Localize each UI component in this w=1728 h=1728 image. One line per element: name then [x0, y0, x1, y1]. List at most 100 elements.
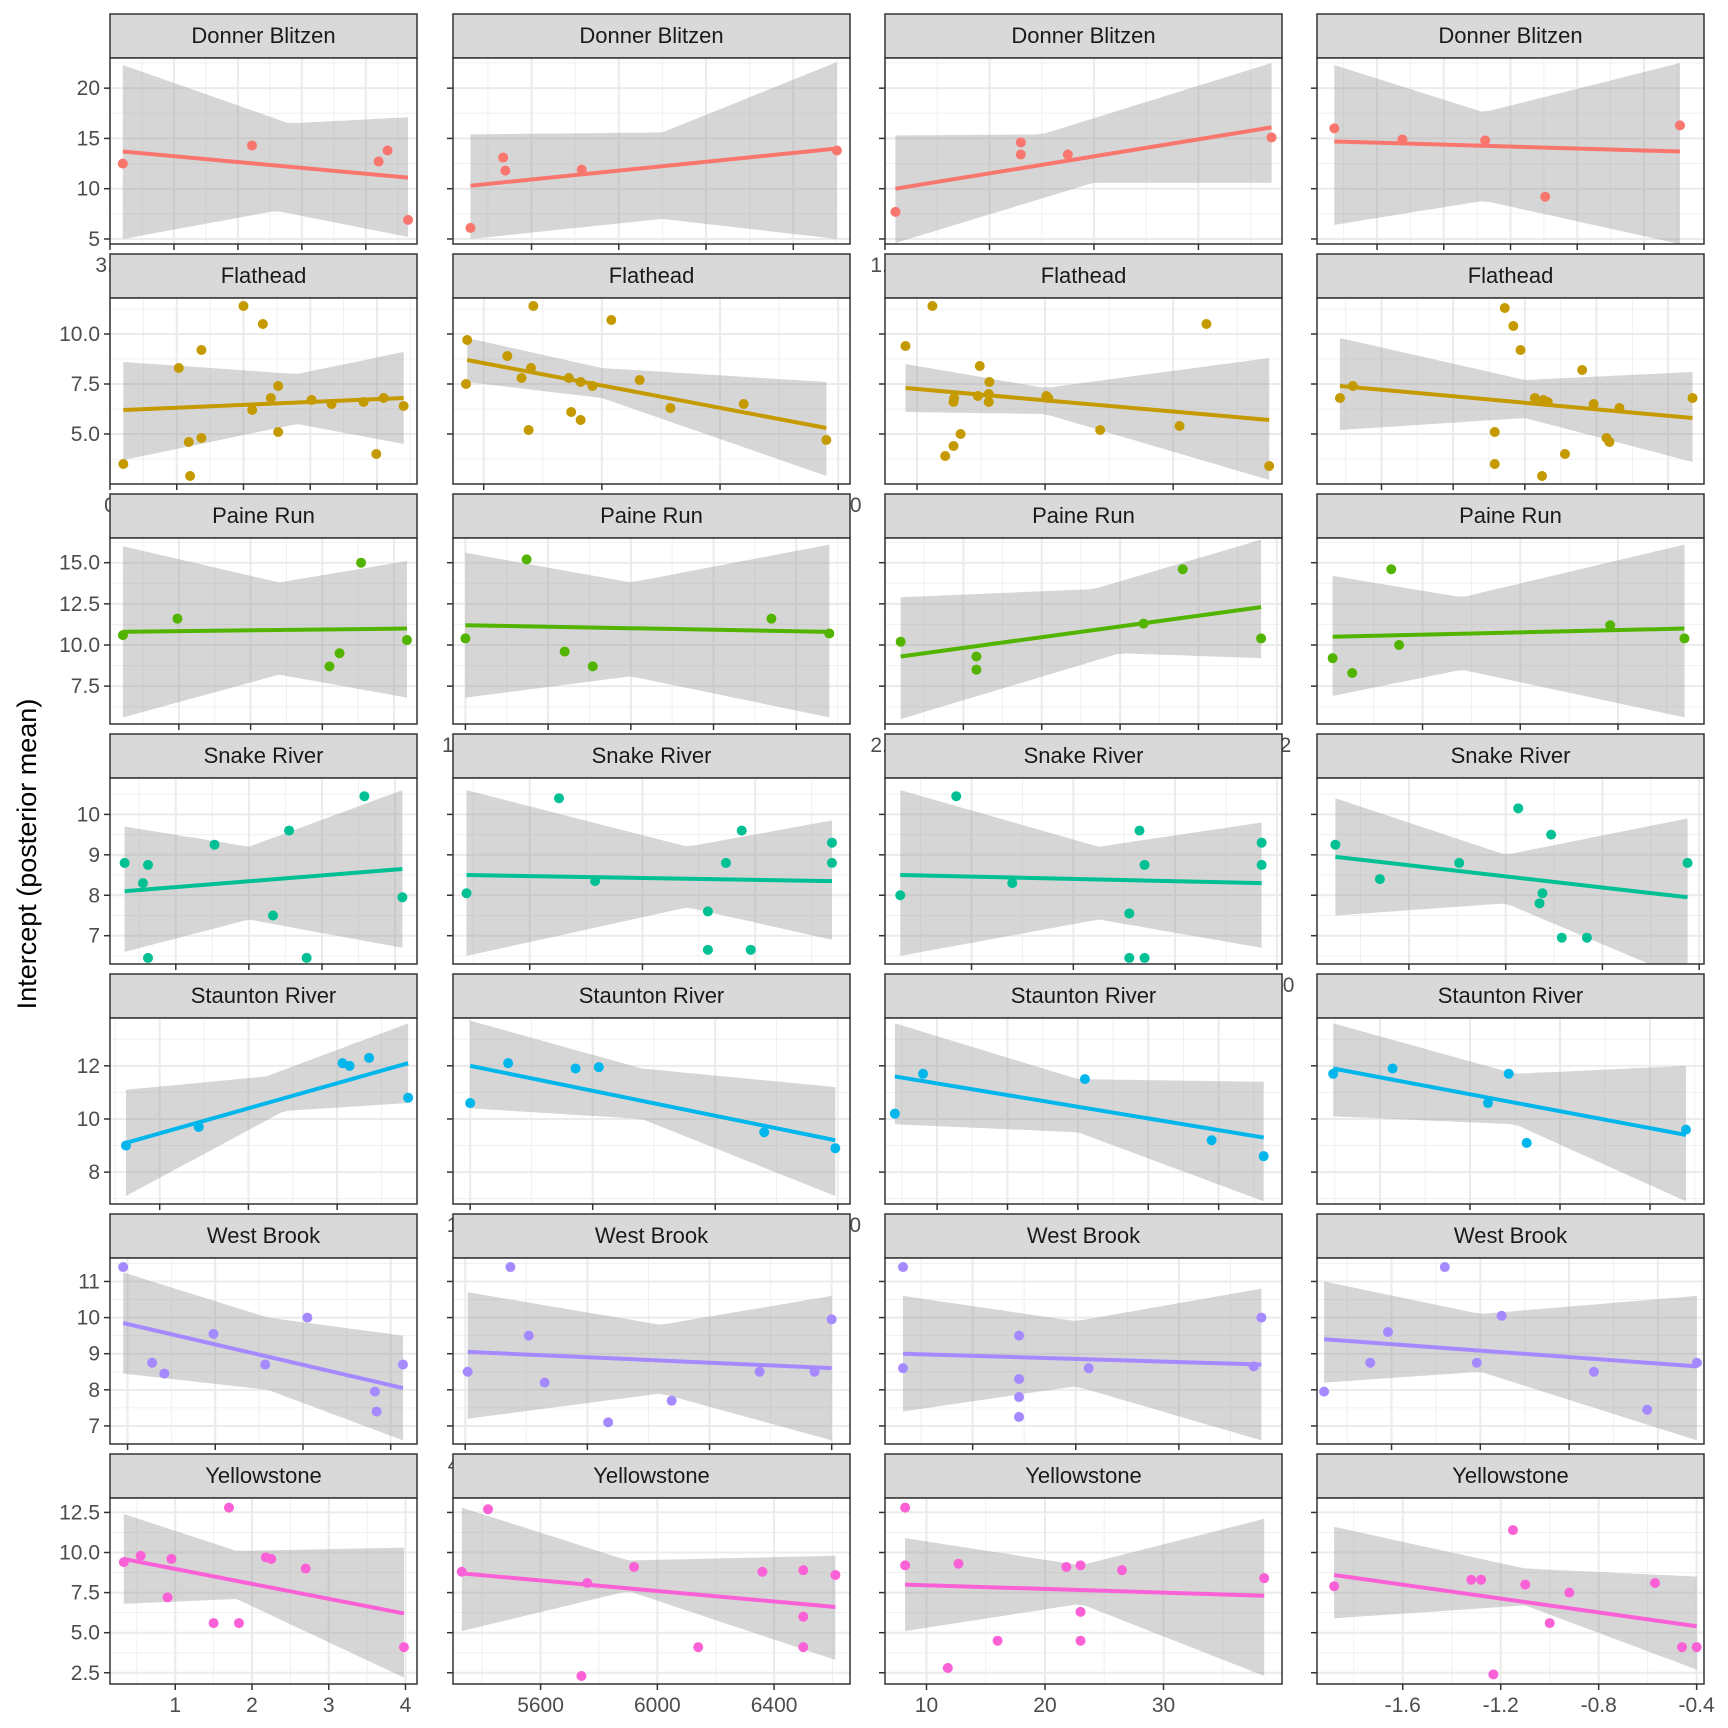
data-point: [505, 1262, 516, 1273]
confidence-band: [466, 790, 832, 956]
data-point: [371, 1406, 382, 1417]
facet-panel: Paine Run2.73.03.33.63.94.2: [870, 493, 1291, 757]
data-point: [208, 1618, 219, 1629]
facet-panel: Donner Blitzen3.03.54.04.55.05101520: [77, 13, 418, 277]
panel-border: [884, 297, 1283, 485]
facet-strip: [1316, 493, 1705, 539]
confidence-band: [461, 1507, 836, 1660]
confidence-band: [467, 1292, 832, 1441]
data-point: [257, 319, 268, 329]
data-point: [666, 1395, 677, 1406]
panel-border: [884, 57, 1283, 245]
y-tick-label: 5.0: [71, 1622, 100, 1645]
facet-strip: [109, 493, 418, 539]
facet-panel: Snake River110130150170: [879, 733, 1294, 997]
data-point: [172, 613, 183, 624]
y-tick-label: 5: [88, 228, 100, 251]
fit-line: [461, 1571, 836, 1610]
data-point: [1258, 1151, 1269, 1162]
data-point: [1681, 1124, 1691, 1135]
data-point: [117, 630, 128, 641]
data-point: [900, 341, 911, 351]
data-point: [575, 415, 586, 425]
data-point: [1691, 1642, 1702, 1653]
data-point: [1521, 1137, 1532, 1148]
panel-border: [884, 537, 1283, 725]
data-point: [972, 391, 983, 401]
facet-strip: [1316, 973, 1705, 1019]
panel-border: [452, 537, 851, 725]
data-point: [983, 397, 994, 407]
y-tick-label: 12: [77, 1055, 100, 1078]
data-point: [498, 152, 509, 163]
data-point: [1061, 1561, 1072, 1572]
data-point: [1503, 1068, 1514, 1079]
panel-background: [453, 298, 850, 484]
data-point: [1476, 1574, 1487, 1585]
y-tick-label: 7: [88, 925, 100, 948]
data-point: [196, 433, 207, 443]
data-point: [301, 952, 312, 963]
facet-strip: [1316, 1453, 1705, 1499]
facet-panel: Yellowstone-1.6-1.2-0.8-0.4Mean August y…: [1311, 1453, 1715, 1717]
panel-border: [109, 1497, 418, 1685]
data-point: [563, 373, 574, 383]
data-point: [983, 389, 994, 399]
data-point: [1439, 1262, 1450, 1273]
facet-panel: Flathead204060: [879, 253, 1283, 517]
facet-strip: [884, 493, 1283, 539]
data-point: [1682, 857, 1693, 868]
data-point: [196, 345, 207, 355]
facet-panel: Staunton River1000150020002500: [447, 973, 861, 1237]
data-point: [798, 1565, 809, 1576]
facet-strip-label: West Brook: [1454, 1223, 1568, 1248]
data-point: [1328, 1068, 1339, 1079]
facet-panel: Flathead012345.07.510.0: [59, 253, 418, 517]
data-point: [1546, 829, 1557, 840]
data-point: [539, 1377, 550, 1388]
data-point: [1266, 132, 1277, 143]
data-point: [159, 1368, 170, 1379]
data-point: [521, 554, 532, 565]
data-point: [456, 1566, 467, 1577]
facet-strip: [109, 13, 418, 59]
data-point: [1544, 1618, 1555, 1629]
panel-border: [884, 777, 1283, 965]
data-point: [1015, 149, 1026, 160]
data-point: [528, 301, 539, 311]
data-point: [118, 1557, 129, 1568]
data-point: [1134, 825, 1145, 836]
confidence-band: [467, 338, 827, 476]
data-point: [1581, 932, 1592, 943]
data-point: [260, 1359, 271, 1370]
data-point: [830, 1143, 841, 1154]
data-point: [246, 140, 257, 151]
facet-panel: Staunton River0.30.40.50.6: [1311, 973, 1705, 1237]
data-point: [1264, 461, 1275, 471]
x-tick-label: 3: [323, 1694, 335, 1717]
y-tick-label: 7: [88, 1415, 100, 1438]
panel-border: [1316, 57, 1705, 245]
y-tick-label: 15: [77, 127, 100, 150]
data-point: [826, 1314, 837, 1325]
data-point: [628, 1561, 639, 1572]
data-point: [1259, 1573, 1270, 1584]
panel-border: [1316, 1017, 1705, 1205]
data-point: [898, 1262, 909, 1273]
confidence-band: [895, 63, 1272, 243]
data-point: [401, 635, 412, 646]
fit-line: [123, 396, 404, 412]
data-point: [759, 1127, 770, 1138]
data-point: [1015, 137, 1026, 148]
data-point: [826, 857, 837, 868]
data-point: [344, 1060, 355, 1071]
facet-strip-label: Snake River: [1451, 743, 1571, 768]
confidence-band: [1324, 1281, 1697, 1441]
data-point: [576, 164, 587, 175]
fit-line: [1323, 1337, 1698, 1369]
confidence-band: [905, 358, 1270, 480]
facet-strip-label: Staunton River: [579, 983, 725, 1008]
data-point: [702, 906, 713, 917]
fit-line: [470, 146, 838, 188]
facet-strip: [109, 1453, 418, 1499]
